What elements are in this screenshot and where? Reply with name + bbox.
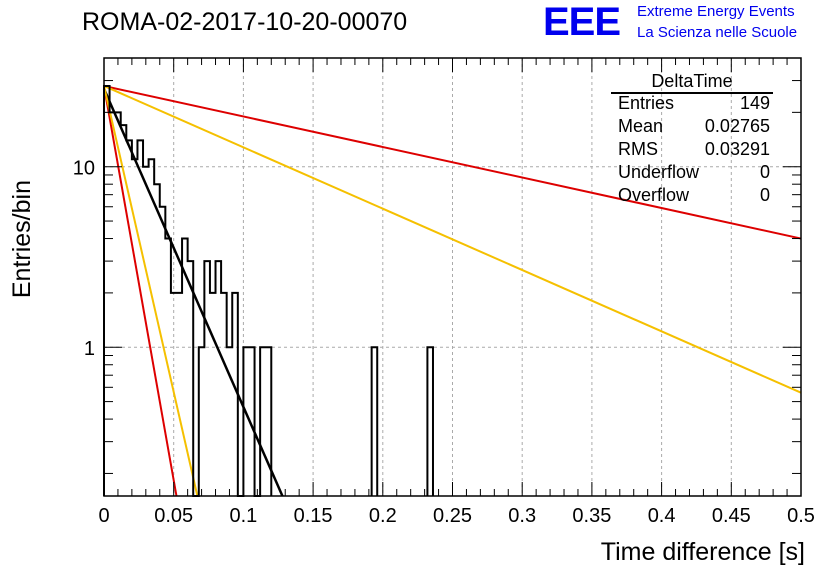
x-axis-label: Time difference [s] <box>601 538 805 566</box>
stat-value: 0 <box>759 162 770 182</box>
logo-subtitle-2: La Scienza nelle Scuole <box>637 24 798 41</box>
stat-label: RMS <box>618 139 658 159</box>
x-tick-label: 0.15 <box>294 505 333 527</box>
stats-title: DeltaTime <box>611 70 773 94</box>
fit-line-red <box>103 84 802 240</box>
stat-value: 0.03291 <box>704 139 770 159</box>
x-tick-labels: 0 0.05 0.1 0.15 0.2 0.25 0.3 0.35 0.4 0.45 0.5 <box>98 505 814 527</box>
y-axis-label: Entries/bin <box>8 180 36 298</box>
y-tick-label: 10 <box>73 158 95 180</box>
fit-line-yellow <box>103 85 802 394</box>
stat-row-entries: Entries 149 <box>618 93 770 116</box>
fit-line-yellow <box>103 85 199 497</box>
stat-row-mean: Mean 0.02765 <box>618 116 770 139</box>
stat-value: 0.02765 <box>704 116 770 136</box>
axis-ticks <box>103 57 802 496</box>
stat-label: Mean <box>618 116 664 136</box>
fit-lines <box>102 84 802 497</box>
x-tick-label: 0.3 <box>508 505 536 527</box>
x-tick-label: 0.1 <box>229 505 257 527</box>
x-tick-label: 0 <box>98 505 109 527</box>
y-tick-label: 1 <box>84 338 95 360</box>
stat-label: Entries <box>618 93 675 113</box>
y-tick-labels: 1 10 <box>73 158 95 361</box>
chart-title: ROMA-02-2017-10-20-00070 <box>82 8 408 36</box>
eee-logo: EEE <box>543 0 621 44</box>
stat-value: 149 <box>739 93 770 113</box>
x-tick-label: 0.25 <box>433 505 472 527</box>
stat-label: Underflow <box>618 162 700 182</box>
stat-row-underflow: Underflow 0 <box>618 162 770 185</box>
x-tick-label: 0.35 <box>572 505 611 527</box>
x-tick-label: 0.2 <box>369 505 397 527</box>
x-tick-label: 0.5 <box>787 505 815 527</box>
stat-label: Overflow <box>618 185 690 205</box>
logo-subtitle-1: Extreme Energy Events <box>637 3 795 20</box>
stat-value: 0 <box>759 185 770 205</box>
x-tick-label: 0.4 <box>648 505 676 527</box>
stats-box: DeltaTime Entries 149 Mean 0.02765 RMS 0… <box>611 70 773 208</box>
stat-row-overflow: Overflow 0 <box>618 185 770 208</box>
x-tick-label: 0.45 <box>712 505 751 527</box>
fit-line-red <box>103 85 178 497</box>
stat-row-rms: RMS 0.03291 <box>618 139 770 162</box>
x-tick-label: 0.05 <box>154 505 193 527</box>
